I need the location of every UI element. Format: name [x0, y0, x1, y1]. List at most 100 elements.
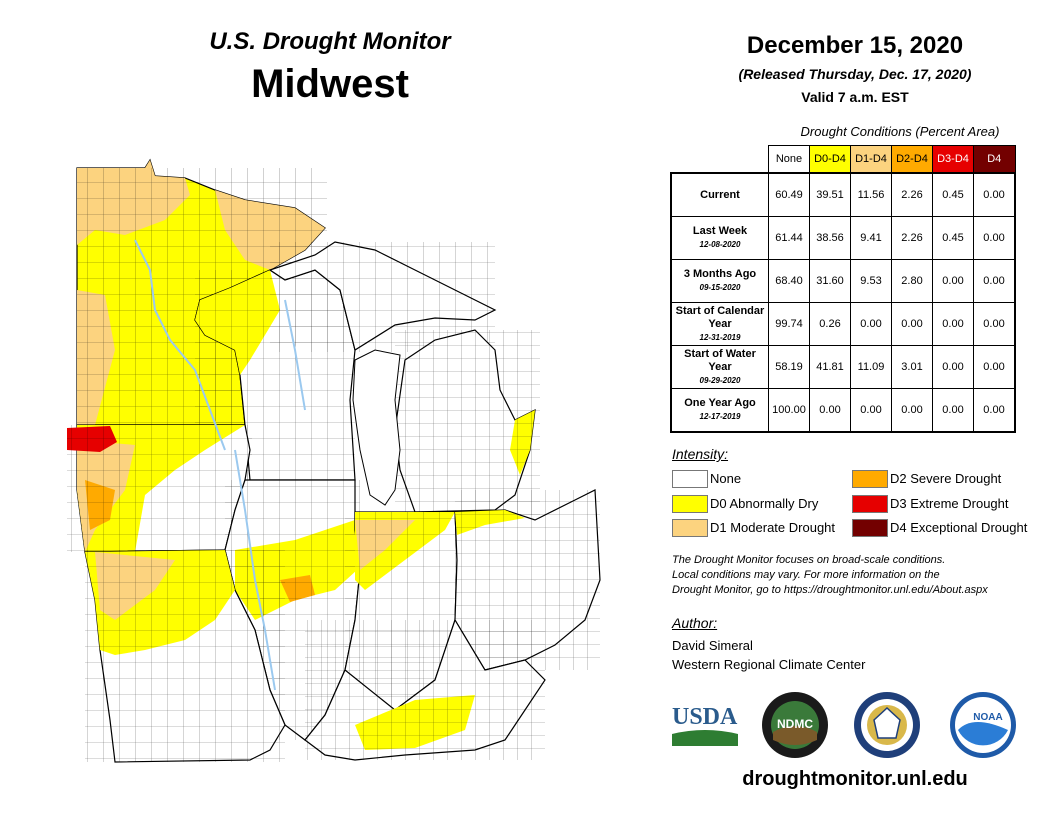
table-cell: 60.49 [768, 172, 810, 217]
legend-swatch [672, 495, 708, 513]
row-label: Last Week 12-08-2020 [670, 216, 769, 260]
legend-swatch [672, 519, 708, 537]
table-cell: 0.00 [973, 345, 1016, 389]
legend-label: D4 Exceptional Drought [890, 520, 1028, 535]
row-date: 09-29-2020 [699, 375, 741, 385]
table-cell: 38.56 [809, 216, 851, 260]
state-michigan-lower [394, 329, 540, 515]
table-cell: 2.26 [891, 172, 933, 217]
table-cell: 0.00 [850, 388, 892, 433]
row-label: Start of Water Year 09-29-2020 [670, 345, 769, 389]
table-cell: 2.26 [891, 216, 933, 260]
table-cell: 3.01 [891, 345, 933, 389]
table-row: One Year Ago 12-17-2019 100.00 0.00 0.00 0.00… [670, 388, 1016, 433]
intensity-title: Intensity: [672, 446, 729, 462]
website-url: droughtmonitor.unl.edu [742, 768, 968, 790]
commerce-seal-logo [854, 692, 920, 758]
table-cell: 0.00 [891, 302, 933, 346]
legend-label: D1 Moderate Drought [710, 520, 836, 535]
map-subtitle: U.S. Drought Monitor [209, 28, 451, 55]
row-label-text: Last Week [692, 225, 748, 237]
author-org: Western Regional Climate Center [672, 657, 866, 672]
table-cell: 0.00 [932, 388, 974, 433]
table-cell: 61.44 [768, 216, 810, 260]
ndmc-logo-text: NDMC [777, 717, 813, 731]
table-cell: 0.00 [973, 302, 1016, 346]
table-row: Last Week 12-08-2020 61.44 38.56 9.41 2.26 0.4… [670, 216, 1016, 260]
row-label-text: Current [700, 188, 740, 201]
legend-swatch [852, 519, 888, 537]
row-label: 3 Months Ago 09-15-2020 [670, 259, 769, 303]
legend-label: None [710, 471, 742, 486]
legend-swatch [672, 470, 708, 488]
region-title: Midwest [251, 62, 409, 106]
row-date: 12-31-2019 [699, 332, 741, 342]
usda-logo-text: USDA [672, 704, 738, 730]
row-label-text: Start of Calendar Year [675, 304, 765, 330]
note-line: Local conditions may vary. For more info… [672, 569, 940, 581]
note-line: The Drought Monitor focuses on broad-sca… [672, 554, 946, 566]
table-cell: 0.00 [973, 216, 1016, 260]
row-label: One Year Ago 12-17-2019 [670, 388, 769, 433]
water-features [134, 239, 306, 691]
state-iowa [67, 424, 252, 553]
release-date: (Released Thursday, Dec. 17, 2020) [738, 66, 972, 82]
table-corner [671, 146, 769, 174]
table-cell: 58.19 [768, 345, 810, 389]
row-date: 12-17-2019 [699, 412, 741, 421]
row-label-text: Start of Water Year [684, 347, 756, 373]
valid-time: Valid 7 a.m. EST [801, 89, 909, 105]
column-header: D0-D4 [809, 145, 851, 174]
author-title: Author: [672, 615, 718, 631]
table-cell: 99.74 [768, 302, 810, 346]
table-cell: 41.81 [809, 345, 851, 389]
table-row: 3 Months Ago 09-15-2020 68.40 31.60 9.53 2.80… [670, 259, 1016, 303]
table-cell: 11.09 [850, 345, 892, 389]
table-cell: 0.45 [932, 216, 974, 260]
table-cell: 11.56 [850, 172, 892, 217]
table-cell: 39.51 [809, 172, 851, 217]
ndmc-logo: NDMC [762, 692, 828, 758]
row-label-text: One Year Ago [684, 397, 756, 409]
row-date: 09-15-2020 [699, 283, 741, 292]
legend-label: D3 Extreme Drought [890, 496, 1009, 511]
column-header: None [768, 145, 810, 174]
table-row: Current 60.49 39.51 11.56 2.26 0.45 0.00 [670, 172, 1016, 217]
table-cell: 0.00 [932, 259, 974, 303]
table-cell: 0.00 [809, 388, 851, 433]
drought-conditions-table: None D0-D4 D1-D4 D2-D4 D3-D4 D4 Current 6… [670, 145, 1016, 433]
row-label: Current [670, 172, 769, 217]
disclaimer-note: The Drought Monitor focuses on broad-sca… [672, 553, 1042, 598]
noaa-logo: NOAA [950, 692, 1016, 758]
table-cell: 0.00 [932, 345, 974, 389]
row-date: 12-08-2020 [699, 240, 741, 249]
row-label-text: 3 Months Ago [683, 268, 757, 280]
column-header: D4 [973, 145, 1016, 174]
table-cell: 0.45 [932, 172, 974, 217]
conditions-caption: Drought Conditions (Percent Area) [800, 124, 1000, 139]
table-row: Start of Water Year 09-29-2020 58.19 41.81 1… [670, 345, 1016, 389]
legend-swatch [852, 495, 888, 513]
drought-map [67, 158, 601, 763]
column-header: D2-D4 [891, 145, 933, 174]
legend-swatch [852, 470, 888, 488]
legend-label: D2 Severe Drought [890, 471, 1002, 486]
table-cell: 9.53 [850, 259, 892, 303]
table-cell: 31.60 [809, 259, 851, 303]
row-label: Start of Calendar Year 12-31-2019 [670, 302, 769, 346]
legend-label: D0 Abnormally Dry [710, 496, 819, 511]
note-line: Drought Monitor, go to https://droughtmo… [672, 584, 988, 596]
column-header: D1-D4 [850, 145, 892, 174]
table-cell: 0.00 [932, 302, 974, 346]
table-cell: 0.00 [850, 302, 892, 346]
table-cell: 9.41 [850, 216, 892, 260]
table-cell: 0.26 [809, 302, 851, 346]
lake-michigan [352, 349, 401, 506]
table-cell: 68.40 [768, 259, 810, 303]
state-missouri [84, 549, 286, 763]
map-date: December 15, 2020 [746, 32, 964, 59]
noaa-logo-text: NOAA [973, 712, 1002, 723]
column-header: D3-D4 [932, 145, 974, 174]
table-cell: 2.80 [891, 259, 933, 303]
author-name: David Simeral [672, 638, 753, 653]
